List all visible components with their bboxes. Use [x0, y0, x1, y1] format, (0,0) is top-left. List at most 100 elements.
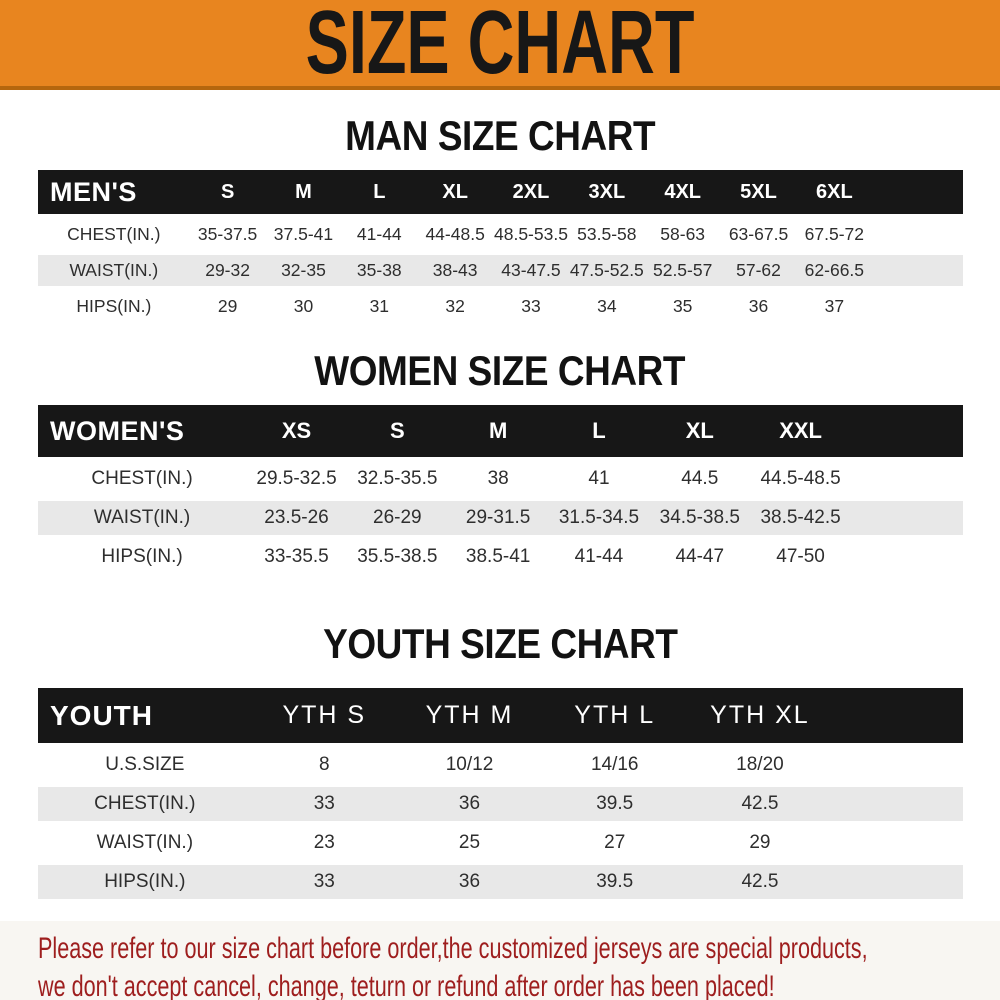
size-value: 41-44	[548, 540, 650, 574]
notice-line-2: we don't accept cancel, change, teturn o…	[38, 970, 775, 1000]
order-notice: Please refer to our size chart before or…	[0, 921, 1000, 1000]
table-row: U.S.SIZE 8 10/12 14/16 18/20	[38, 748, 963, 782]
row-label: HIPS(IN.)	[38, 865, 252, 899]
size-value: 38	[447, 462, 549, 496]
row-label: CHEST(IN.)	[38, 219, 190, 250]
column-header: YTH XL	[687, 688, 833, 743]
size-value: 29.5-32.5	[246, 462, 347, 496]
size-value: 38.5-41	[447, 540, 549, 574]
women-section-heading-text: WOMEN SIZE CHART	[314, 347, 686, 394]
header-filler-cell	[851, 405, 963, 457]
size-value: 41	[548, 462, 650, 496]
size-value: 25	[396, 826, 543, 860]
size-value: 36	[720, 291, 797, 322]
row-filler-cell	[851, 540, 963, 574]
row-filler-cell	[832, 865, 963, 899]
header-filler-cell	[832, 688, 963, 743]
banner: SIZE CHART	[0, 0, 1000, 90]
column-header: 5XL	[720, 170, 797, 214]
youth-size-table: YOUTH YTH S YTH M YTH L YTH XL U.S.SIZE 8 10/12…	[38, 683, 963, 904]
size-value: 47-50	[750, 540, 851, 574]
size-value: 39.5	[542, 865, 688, 899]
row-filler-cell	[832, 826, 963, 860]
section-men: MAN SIZE CHART MEN'S S M L XL 2XL 3XL 4XL 5XL 6XL…	[0, 115, 1000, 327]
table-row: CHEST(IN.) 33 36 39.5 42.5	[38, 787, 963, 821]
row-label: HIPS(IN.)	[38, 540, 247, 574]
size-value: 36	[396, 787, 543, 821]
youth-section-heading-text: YOUTH SIZE CHART	[322, 620, 678, 667]
column-header: L	[341, 170, 418, 214]
banner-title: SIZE CHART	[305, 0, 695, 93]
row-label: WAIST(IN.)	[38, 826, 252, 860]
men-size-table: MEN'S S M L XL 2XL 3XL 4XL 5XL 6XL CHEST(IN.) 35-37…	[38, 165, 963, 327]
size-value: 35.5-38.5	[346, 540, 448, 574]
row-filler-cell	[851, 462, 963, 496]
size-value: 39.5	[542, 787, 688, 821]
column-header: YTH M	[396, 688, 543, 743]
size-value: 29	[189, 291, 266, 322]
table-row: HIPS(IN.) 33 36 39.5 42.5	[38, 865, 963, 899]
size-value: 58-63	[644, 219, 721, 250]
row-label: HIPS(IN.)	[38, 291, 190, 322]
column-header: M	[265, 170, 342, 214]
column-header: XS	[246, 405, 347, 457]
size-value: 53.5-58	[568, 219, 645, 250]
size-value: 41-44	[341, 219, 418, 250]
size-value: 23.5-26	[246, 501, 347, 535]
size-value: 35-38	[341, 255, 418, 286]
row-filler-cell	[832, 787, 963, 821]
row-label: CHEST(IN.)	[38, 462, 247, 496]
size-value: 35-37.5	[189, 219, 266, 250]
table-row: WAIST(IN.) 23 25 27 29	[38, 826, 963, 860]
size-value: 29-31.5	[447, 501, 549, 535]
table-row: HIPS(IN.) 29 30 31 32 33 34 35 36 37	[38, 291, 963, 322]
column-header: L	[548, 405, 650, 457]
size-value: 62-66.5	[796, 255, 873, 286]
size-value: 35	[644, 291, 721, 322]
table-row: WAIST(IN.) 23.5-26 26-29 29-31.5 31.5-34.5 34…	[38, 501, 963, 535]
size-value: 30	[265, 291, 342, 322]
table-title-cell: MEN'S	[38, 170, 190, 214]
size-value: 43-47.5	[493, 255, 569, 286]
size-value: 63-67.5	[720, 219, 797, 250]
row-filler-cell	[872, 255, 963, 286]
section-youth: YOUTH SIZE CHART YOUTH YTH S YTH M YTH L YTH…	[0, 620, 1000, 904]
size-value: 37	[796, 291, 873, 322]
row-filler-cell	[832, 748, 963, 782]
size-value: 26-29	[346, 501, 448, 535]
row-filler-cell	[851, 501, 963, 535]
column-header: S	[346, 405, 448, 457]
size-value: 44.5	[649, 462, 751, 496]
row-label: U.S.SIZE	[38, 748, 252, 782]
row-label: CHEST(IN.)	[38, 787, 252, 821]
table-row: CHEST(IN.) 29.5-32.5 32.5-35.5 38 41 44.5 44.5…	[38, 462, 963, 496]
column-header: XL	[417, 170, 494, 214]
size-value: 27	[542, 826, 688, 860]
size-value: 47.5-52.5	[568, 255, 645, 286]
size-value: 8	[251, 748, 397, 782]
row-filler-cell	[872, 219, 963, 250]
size-value: 29	[687, 826, 833, 860]
size-value: 38-43	[417, 255, 494, 286]
column-header: XL	[649, 405, 751, 457]
size-value: 48.5-53.5	[493, 219, 569, 250]
table-row: WAIST(IN.) 29-32 32-35 35-38 38-43 43-47.5 47.…	[38, 255, 963, 286]
women-size-table: WOMEN'S XS S M L XL XXL CHEST(IN.) 29.5-32.5 32.5…	[38, 400, 963, 579]
size-value: 33	[251, 787, 397, 821]
size-value: 38.5-42.5	[750, 501, 851, 535]
size-value: 44-47	[649, 540, 751, 574]
size-value: 44-48.5	[417, 219, 494, 250]
table-header-row: MEN'S S M L XL 2XL 3XL 4XL 5XL 6XL	[38, 170, 963, 214]
youth-section-heading: YOUTH SIZE CHART	[0, 620, 1000, 667]
size-value: 52.5-57	[644, 255, 721, 286]
column-header: M	[447, 405, 549, 457]
column-header: YTH L	[542, 688, 688, 743]
table-title-cell: WOMEN'S	[38, 405, 247, 457]
size-value: 31	[341, 291, 418, 322]
men-section-heading: MAN SIZE CHART	[0, 115, 1000, 157]
size-value: 67.5-72	[796, 219, 873, 250]
header-filler-cell	[872, 170, 963, 214]
column-header: 3XL	[568, 170, 645, 214]
size-value: 33	[251, 865, 397, 899]
